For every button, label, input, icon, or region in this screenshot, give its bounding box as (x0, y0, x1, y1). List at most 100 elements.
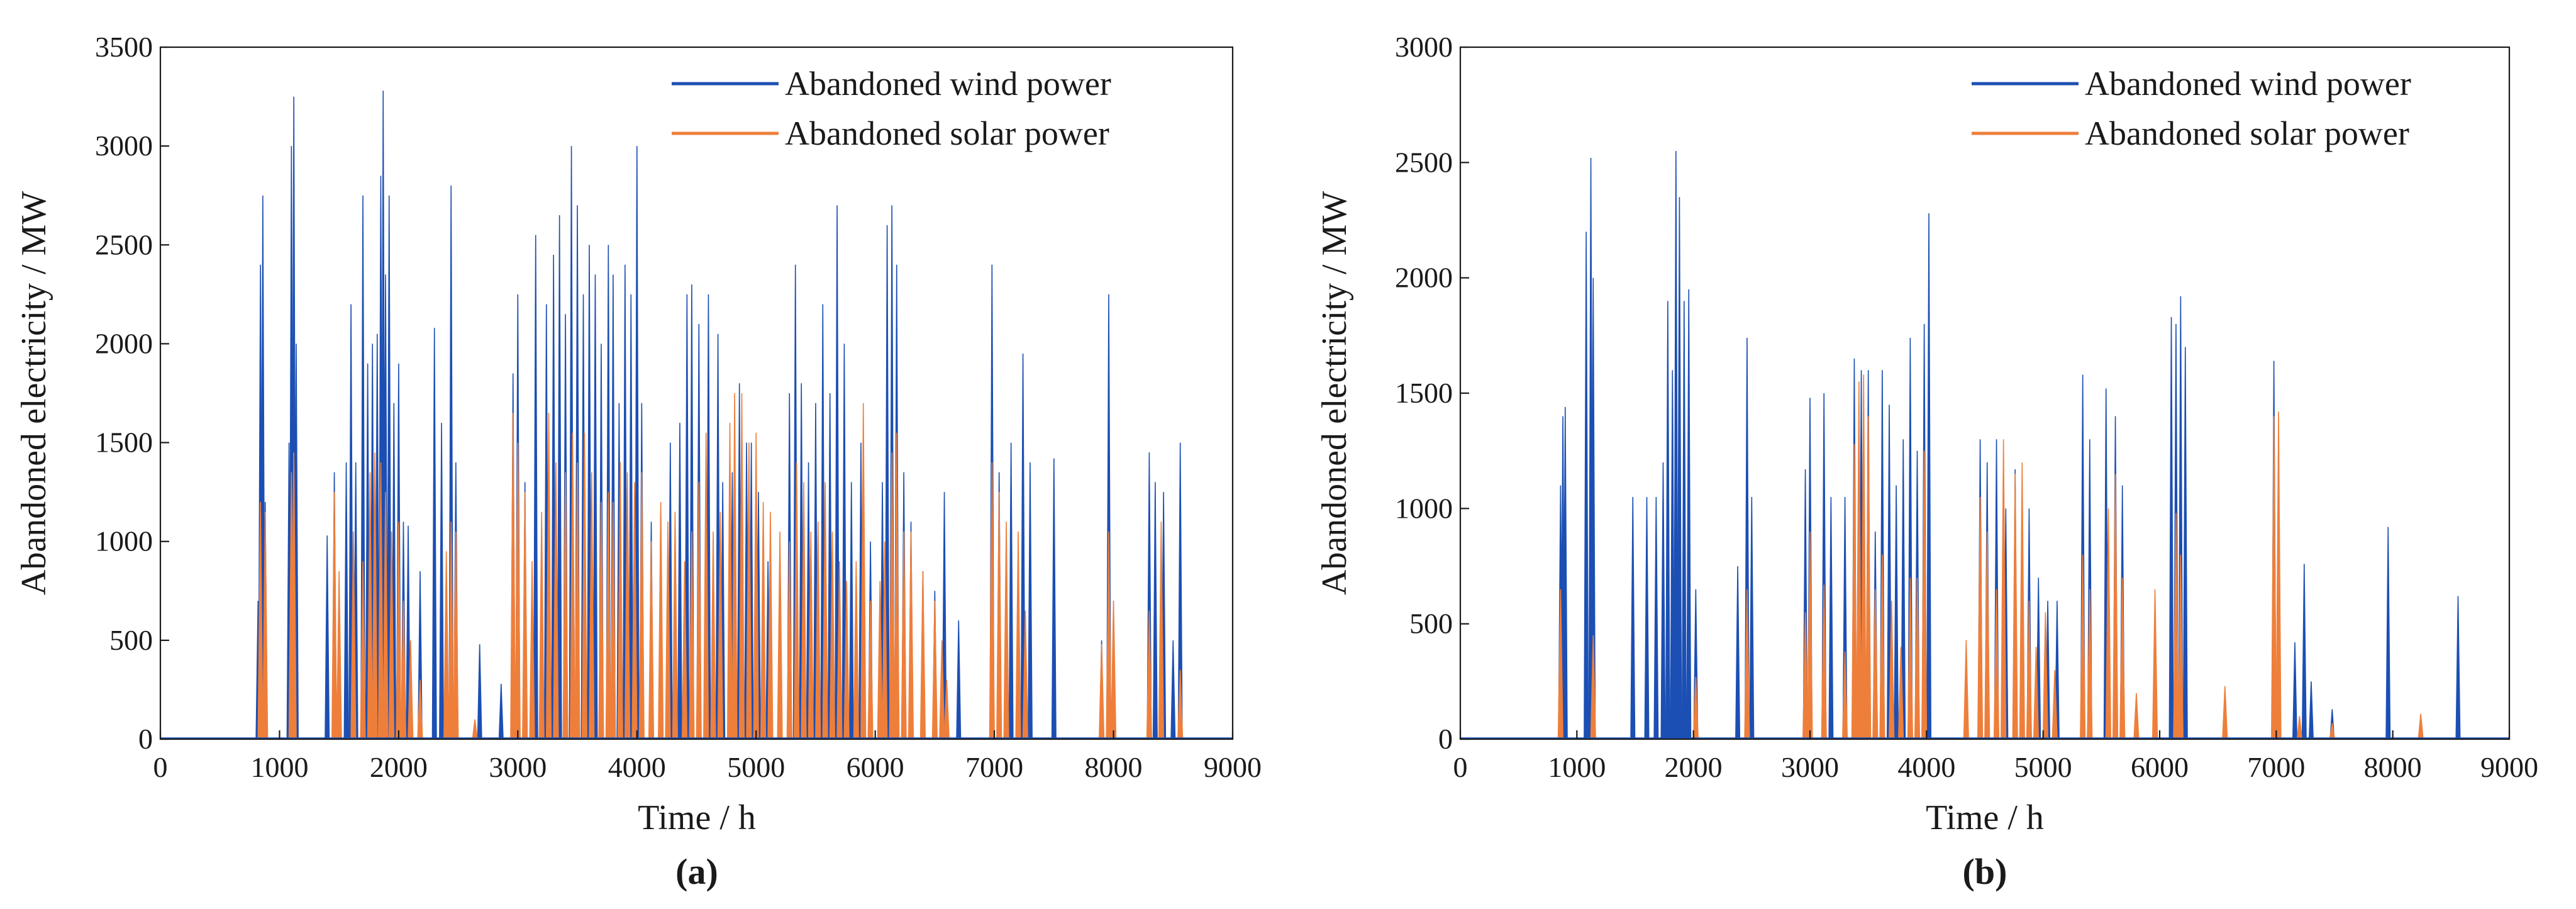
data-spike (1098, 644, 1105, 740)
data-spike (2087, 589, 2093, 740)
data-spike (2173, 513, 2179, 740)
legend-b-wind-label: Abandoned wind power (2085, 65, 2411, 103)
data-spike (1735, 566, 1741, 740)
data-spike (894, 432, 900, 740)
data-spike (1879, 554, 1885, 740)
data-spike (1110, 600, 1117, 740)
x-tick-label: 4000 (608, 751, 666, 783)
data-spike (2271, 416, 2277, 740)
data-spike (1584, 231, 1589, 740)
data-spike (901, 531, 907, 740)
data-spike (2308, 681, 2314, 740)
data-spike (1015, 531, 1021, 740)
data-spike (638, 472, 645, 740)
data-spike (1807, 531, 1813, 740)
data-spike (1914, 577, 1921, 740)
x-tick-label: 7000 (965, 751, 1023, 783)
data-spike (2151, 589, 2158, 740)
legend-a-solar-label: Abandoned solar power (785, 114, 1109, 152)
data-spike (2019, 462, 2025, 740)
data-spike (996, 492, 1002, 740)
x-tick-label: 0 (153, 751, 168, 783)
y-tick-label: 3000 (95, 130, 153, 162)
data-spike (889, 452, 895, 740)
x-tick-label: 0 (1453, 751, 1468, 783)
data-spike (1851, 443, 1858, 740)
y-tick-label: 2000 (1395, 262, 1453, 294)
data-spike (908, 531, 914, 740)
x-tick-label: 4000 (1897, 751, 1955, 783)
data-spike (2296, 716, 2303, 740)
data-spike (453, 531, 459, 740)
x-tick-label: 6000 (847, 751, 904, 783)
data-spike (672, 511, 679, 740)
legend-b-solar-label: Abandoned solar power (2085, 114, 2409, 152)
data-spike (1630, 496, 1636, 740)
y-tick-label: 0 (1438, 723, 1453, 755)
data-spike (648, 541, 655, 740)
data-spike (1170, 640, 1176, 740)
chart-b-y-axis-title: Abandoned electricity / MW (1315, 191, 1354, 595)
data-spike (848, 482, 854, 740)
data-spike (760, 501, 767, 740)
data-spike (2292, 642, 2298, 740)
data-spike (2119, 577, 2126, 740)
data-spike (1828, 496, 1834, 740)
chart-a-y-axis: 0 500 1000 1500 2000 2500 3000 3500 (95, 31, 169, 755)
data-spike (1926, 213, 1932, 740)
data-spike (1872, 589, 1879, 740)
data-spike (853, 561, 859, 740)
series-b-wind (1558, 150, 2461, 740)
data-spike (1644, 496, 1650, 740)
y-tick-label: 500 (1409, 608, 1453, 640)
data-spike (2012, 474, 2018, 740)
x-tick-label: 3000 (489, 751, 547, 783)
x-tick-label: 1000 (1548, 751, 1606, 783)
x-tick-label: 3000 (1781, 751, 1839, 783)
y-tick-label: 1000 (95, 525, 153, 557)
data-spike (1749, 496, 1755, 740)
data-spike (325, 535, 330, 740)
x-tick-label: 2000 (370, 751, 428, 783)
series-a-solar (257, 393, 1184, 740)
data-spike (336, 571, 342, 740)
data-spike (1977, 496, 1984, 740)
data-spike (989, 462, 995, 740)
data-spike (658, 501, 664, 740)
x-tick-label: 1000 (250, 751, 308, 783)
data-spike (2455, 596, 2461, 740)
data-spike (956, 620, 962, 740)
data-spike (726, 423, 733, 740)
y-tick-label: 3000 (1395, 31, 1453, 63)
y-tick-label: 2000 (95, 327, 153, 359)
x-tick-label: 2000 (1665, 751, 1723, 783)
x-tick-label: 6000 (2131, 751, 2189, 783)
chart-panel-a: 0 500 1000 1500 2000 2500 3000 3500 0 1000 2000 30… (14, 31, 1262, 892)
chart-b-legend: Abandoned wind power Abandoned solar pow… (1972, 65, 2411, 152)
data-spike (1051, 458, 1057, 740)
data-spike (443, 551, 450, 740)
data-spike (767, 511, 774, 740)
data-spike (1008, 442, 1014, 740)
data-spike (1027, 462, 1033, 740)
data-spike (2112, 474, 2119, 740)
data-spike (400, 600, 407, 740)
data-spike (610, 501, 616, 740)
data-spike (538, 511, 545, 740)
data-spike (931, 600, 938, 740)
data-spike (919, 571, 926, 740)
data-spike (2026, 600, 2033, 740)
data-spike (2418, 713, 2424, 740)
x-tick-label: 8000 (2364, 751, 2422, 783)
x-tick-label: 5000 (2014, 751, 2072, 783)
y-tick-label: 1500 (1395, 377, 1453, 409)
x-tick-label: 8000 (1085, 751, 1143, 783)
data-spike (2001, 439, 2007, 740)
data-spike (860, 403, 867, 740)
data-spike (677, 423, 682, 740)
data-spike (696, 482, 702, 740)
data-spike (522, 492, 528, 740)
data-spike (2133, 693, 2140, 740)
data-spike (1003, 521, 1009, 740)
chart-a-x-axis: 0 1000 2000 3000 4000 5000 6000 7000 8000 9000 (153, 730, 1262, 783)
